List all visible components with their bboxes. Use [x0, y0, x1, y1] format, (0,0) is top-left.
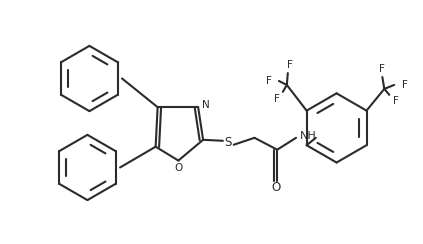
Text: F: F: [287, 60, 293, 70]
Text: F: F: [402, 80, 408, 90]
Text: NH: NH: [299, 131, 316, 141]
Text: N: N: [202, 100, 210, 110]
Text: S: S: [224, 136, 231, 149]
Text: F: F: [393, 96, 399, 106]
Text: O: O: [272, 181, 281, 194]
Text: F: F: [379, 64, 385, 74]
Text: F: F: [266, 76, 272, 86]
Text: F: F: [274, 94, 280, 104]
Text: O: O: [174, 163, 182, 173]
